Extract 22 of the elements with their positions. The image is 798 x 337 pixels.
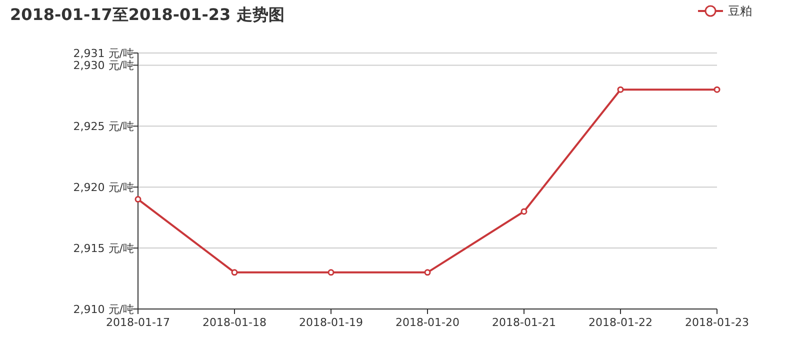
point	[617, 86, 624, 93]
y-tick-label: 2,915 元/吨	[73, 242, 134, 256]
x-tick-label: 2018-01-22	[588, 316, 652, 329]
x-tick-label: 2018-01-20	[396, 316, 460, 329]
y-tick-label: 2,931 元/吨	[73, 47, 134, 60]
legend-label: 豆粕	[728, 4, 752, 18]
x-tick-label: 2018-01-19	[299, 316, 363, 329]
y-tick-label: 2,930 元/吨	[73, 59, 134, 72]
x-tick-label: 2018-01-18	[202, 316, 266, 329]
point	[424, 269, 431, 276]
point	[328, 269, 334, 276]
chart-title: 2018-01-17至2018-01-23 走势图	[10, 5, 284, 24]
x-tick-label: 2018-01-23	[685, 316, 749, 329]
point	[520, 208, 528, 215]
point	[231, 269, 238, 276]
x-tick-label: 2018-01-21	[492, 316, 556, 329]
y-tick-label: 2,920 元/吨	[73, 181, 134, 194]
y-tick-label: 2,925 元/吨	[73, 120, 134, 134]
x-tick-label: 2018-01-17	[106, 316, 170, 329]
point	[714, 86, 720, 93]
point	[134, 196, 142, 203]
y-tick-label: 2,910 元/吨	[73, 303, 134, 316]
